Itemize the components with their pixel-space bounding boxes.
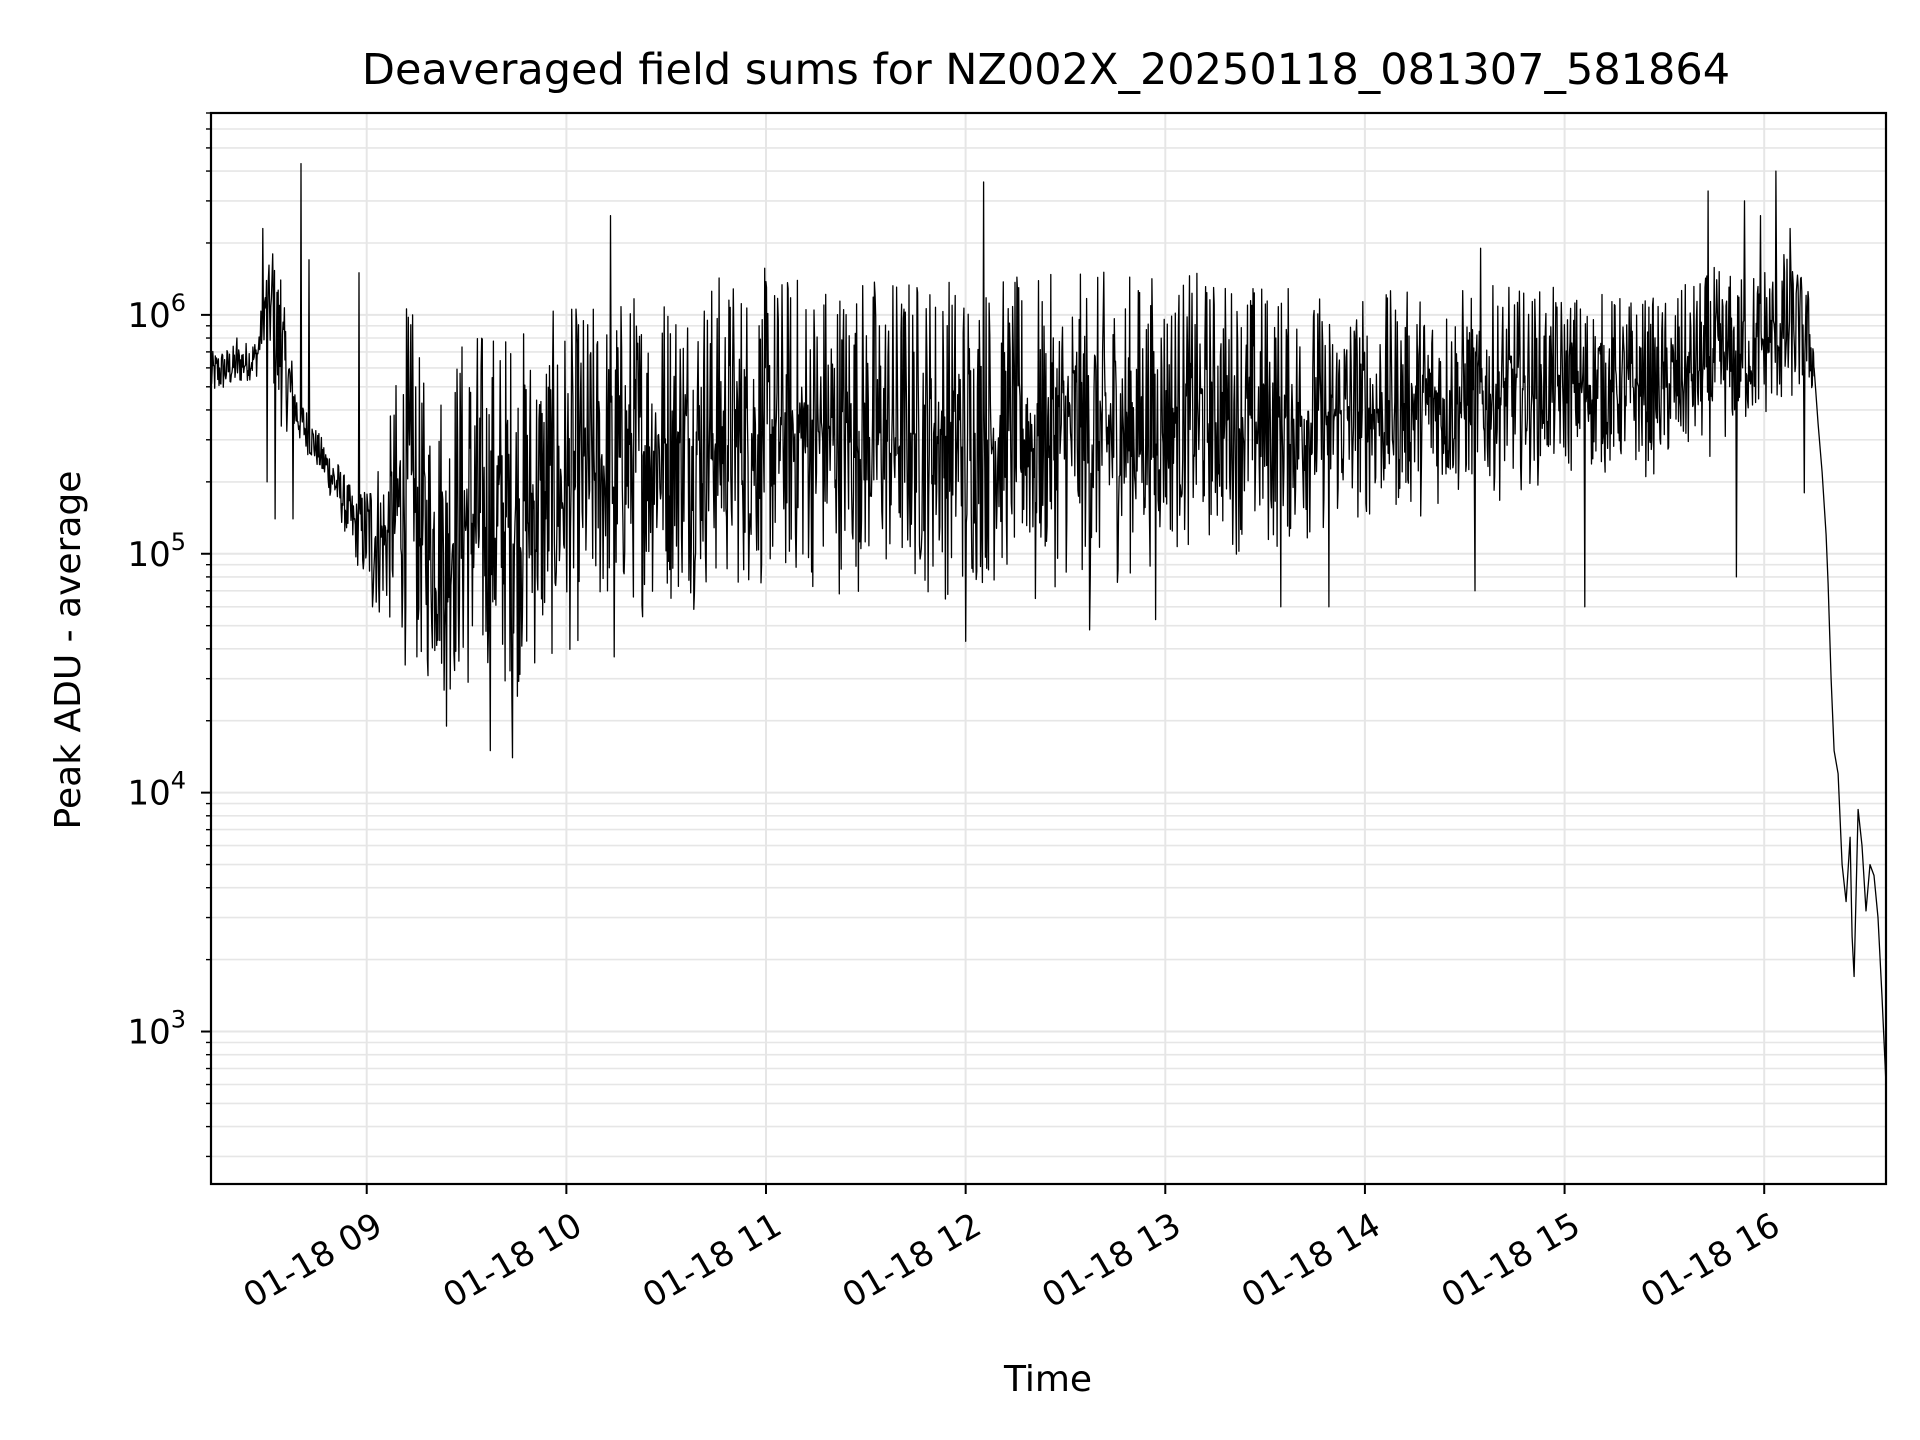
x-axis-label: Time <box>1003 1359 1092 1400</box>
y-tick-label: 104 <box>127 767 186 814</box>
chart-title: Deaveraged field sums for NZ002X_2025011… <box>362 45 1730 95</box>
y-tick-label: 105 <box>127 528 186 575</box>
y-tick-label: 103 <box>127 1006 186 1053</box>
series-path <box>210 162 1887 1085</box>
y-tick-label: 106 <box>127 289 186 336</box>
y-axis-ticks: 103 104 105 106 <box>127 112 211 1158</box>
series-line <box>210 162 1887 1085</box>
grid-lines <box>211 112 1886 1184</box>
y-axis-label: Peak ADU - average <box>48 471 89 830</box>
